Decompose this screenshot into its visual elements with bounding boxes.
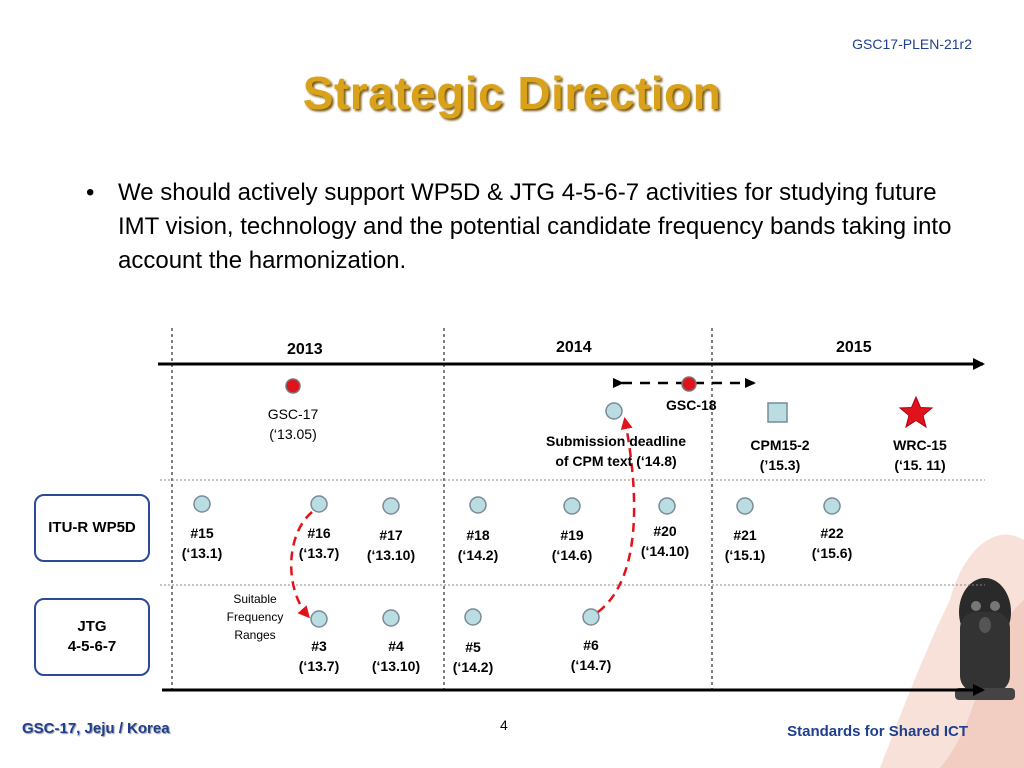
meeting-number: #21 [733,527,757,543]
gsc17-node [285,378,301,394]
meeting-number: #18 [466,527,490,543]
meeting-date: (‘13.7) [298,658,340,674]
jtg-node [382,609,400,627]
meeting-number: #22 [820,525,844,541]
wp5d-meeting-label: #17 (‘13.10) [356,525,426,565]
cpm-date: (’15.3) [759,457,801,473]
row-label-wp5d: ITU-R WP5D [34,494,150,562]
meeting-date: (‘14.10) [640,543,690,559]
submission-deadline-label: Submission deadline of CPM text (‘14.8) [536,431,696,471]
year-label-2014: 2014 [556,339,592,356]
cpm-node [767,402,788,423]
meeting-number: #20 [653,523,677,539]
wp5d-meeting-label: #15 (‘13.1) [172,523,232,563]
wp5d-node [658,497,676,515]
meeting-date: (‘14.7) [570,657,612,673]
bullet-marker: • [86,179,95,206]
gsc17-name: GSC-17 [267,406,319,422]
gsc18-label: GSC-18 [666,397,717,413]
wrc-date: (‘15. 11) [894,457,946,473]
submission-line1: Submission deadline [545,433,687,449]
meeting-number: #19 [560,527,584,543]
jtg-meeting-label: #6 (‘14.7) [561,635,621,675]
wp5d-node [382,497,400,515]
jtg-meeting-label: #5 (‘14.2) [443,637,503,677]
meeting-date: (‘13.10) [366,547,416,563]
page-number: 4 [500,717,508,733]
jtg-meeting-label: #3 (‘13.7) [289,636,349,676]
meeting-number: #5 [465,639,481,655]
row-label-jtg-line1: JTG [77,618,107,635]
submission-deadline-node [605,402,623,420]
page-title: Strategic Direction [302,67,722,119]
stone-statue-icon [955,578,1015,700]
footer-event-location: GSC-17, Jeju / Korea [22,720,170,737]
submission-line2: of CPM text (‘14.8) [555,453,677,469]
wp5d-node [310,495,328,513]
wrc-name: WRC-15 [893,437,947,453]
meeting-date: (‘14.2) [452,659,494,675]
bullet-text: We should actively support WP5D & JTG 4-… [118,179,952,274]
wp5d-meeting-nodes [193,495,841,515]
jtg-node [310,610,328,628]
meeting-number: #3 [311,638,327,654]
wp5d-meeting-label: #21 (‘15.1) [715,525,775,565]
wp5d-meeting-label: #20 (‘14.10) [630,521,700,561]
row-label-jtg-line2: 4-5-6-7 [67,638,117,655]
annotation-line: Ranges [234,628,276,642]
suitable-frequency-ranges-annotation: Suitable Frequency Ranges [218,590,292,644]
meeting-date: (‘13.10) [371,658,421,674]
meeting-number: #6 [583,637,599,653]
meeting-date: (‘13.1) [181,545,223,561]
wp5d-node [193,495,211,513]
wp5d-node [563,497,581,515]
meeting-number: #4 [388,638,404,654]
meeting-date: (‘14.6) [551,547,593,563]
meeting-number: #16 [307,525,331,541]
annotation-line: Frequency [226,610,284,624]
jtg-meeting-label: #4 (‘13.10) [361,636,431,676]
meeting-date: (‘13.7) [298,545,340,561]
wp5d-meeting-label: #18 (‘14.2) [448,525,508,565]
meeting-number: #17 [379,527,403,543]
gsc18-node [681,376,697,392]
year-label-2013: 2013 [287,341,323,358]
footer-slogan: Standards for Shared ICT [787,723,968,740]
annotation-line: Suitable [233,592,277,606]
year-label-2015: 2015 [836,339,872,356]
jtg-node [464,608,482,626]
gsc17-date: (‘13.05) [269,426,317,442]
meeting-number: #15 [190,525,214,541]
wp5d-meeting-label: #16 (‘13.7) [289,523,349,563]
wp5d-meeting-label: #19 (‘14.6) [542,525,602,565]
wrc-label: WRC-15 (‘15. 11) [882,435,958,475]
cpm-name: CPM15-2 [750,437,810,453]
gsc17-label: GSC-17 (‘13.05) [263,404,323,444]
row-label-wp5d-text: ITU-R WP5D [48,519,136,536]
cpm-submission-arrow [597,417,636,613]
wp5d-node [736,497,754,515]
meeting-date: (‘15.1) [724,547,766,563]
meeting-date: (‘14.2) [457,547,499,563]
cpm-label: CPM15-2 (’15.3) [742,435,818,475]
row-label-jtg: JTG 4-5-6-7 [34,598,150,676]
meeting-date: (‘15.6) [811,545,853,561]
wp5d-meeting-label: #22 (‘15.6) [802,523,862,563]
wrc-star-icon [898,395,934,429]
wp5d-node [469,496,487,514]
document-id: GSC17-PLEN-21r2 [852,36,972,52]
jtg-node [582,608,600,626]
wp5d-node [823,497,841,515]
jtg-meeting-nodes [310,608,600,628]
